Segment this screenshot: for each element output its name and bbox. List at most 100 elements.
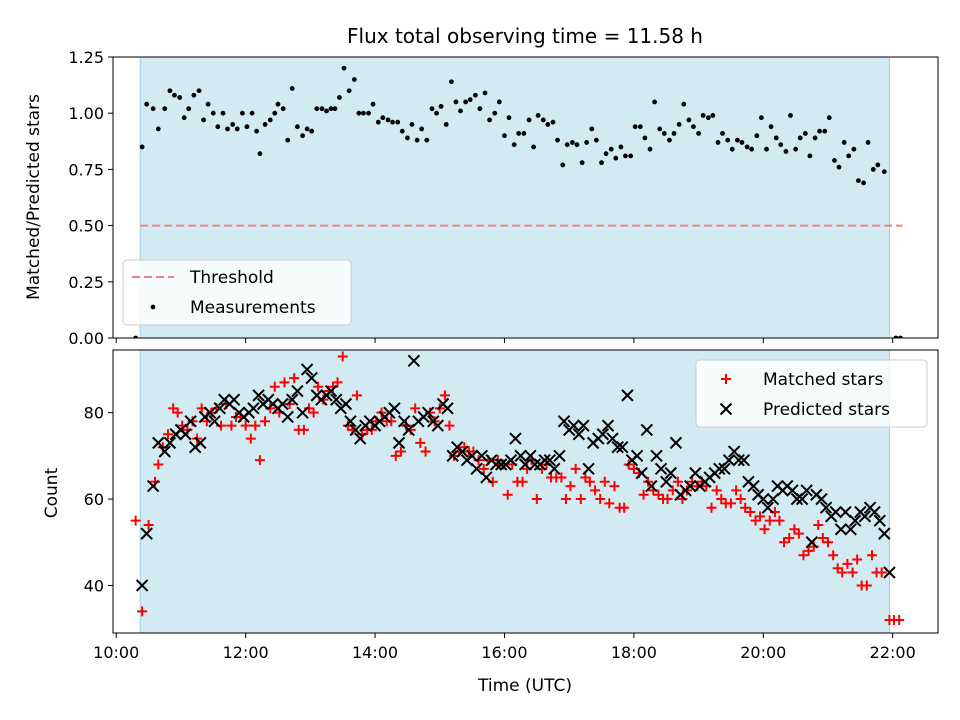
measurement-point — [861, 180, 866, 186]
measurement-point — [285, 137, 291, 143]
predicted-star-point — [873, 514, 886, 527]
measurement-point — [162, 106, 168, 112]
measurement-point — [574, 142, 580, 148]
predicted-star-point — [146, 479, 160, 493]
x-tick-label: 20:00 — [740, 643, 786, 662]
matched-star-point — [444, 420, 455, 431]
matched-star-point — [837, 567, 848, 578]
predicted-star-point — [858, 510, 872, 523]
measurement-point — [632, 124, 638, 130]
measurement-point — [366, 110, 371, 116]
predicted-star-point — [330, 393, 343, 406]
legend-matched-label: Matched stars — [763, 370, 883, 390]
x-tick-label: 14:00 — [352, 643, 398, 662]
predicted-star-point — [213, 402, 226, 415]
measurement-point — [405, 135, 410, 141]
measurement-point — [846, 153, 852, 159]
predicted-star-point — [276, 397, 289, 411]
measurement-point — [749, 146, 755, 152]
measurement-point — [686, 117, 692, 123]
predicted-star-point — [339, 397, 353, 411]
measurement-point — [272, 110, 278, 116]
top-series-0 — [133, 65, 903, 338]
measurement-point — [186, 106, 192, 112]
measurement-point — [832, 158, 837, 163]
predicted-star-point — [402, 423, 415, 437]
measurement-point — [851, 146, 857, 152]
predicted-star-point — [353, 432, 367, 445]
measurement-point — [856, 178, 861, 184]
matched-star-point — [337, 351, 348, 362]
measurement-point — [467, 97, 473, 103]
predicted-star-point — [281, 410, 294, 424]
matched-star-point — [390, 450, 401, 461]
predicted-star-point — [305, 371, 318, 385]
predicted-star-point — [158, 445, 171, 458]
measurement-point — [647, 146, 653, 152]
bottom-plot-area — [130, 351, 905, 626]
measurement-point — [332, 106, 338, 112]
measurement-point — [696, 131, 701, 136]
measurement-point — [807, 153, 813, 159]
predicted-star-point — [790, 492, 804, 506]
predicted-star-point — [388, 402, 401, 415]
matched-star-point — [560, 494, 571, 505]
matched-star-point — [823, 537, 833, 548]
matched-star-point — [284, 399, 295, 410]
matched-star-point — [852, 554, 863, 565]
top-legend: Threshold Measurements — [122, 259, 352, 326]
top-legend-box — [122, 259, 352, 326]
predicted-star-point — [344, 415, 357, 428]
matched-star-point — [755, 511, 766, 522]
measurement-point — [516, 131, 522, 136]
matched-star-point — [774, 515, 785, 526]
measurement-point — [637, 124, 643, 130]
measurement-point — [267, 117, 273, 123]
measurement-point — [817, 128, 822, 134]
x-tick-label: 10:00 — [93, 643, 139, 662]
measurement-point — [196, 88, 202, 94]
measurement-point — [735, 137, 740, 143]
measurement-point — [304, 126, 310, 132]
matched-star-point — [764, 515, 775, 526]
measurement-point — [337, 95, 342, 100]
measurement-point — [458, 108, 463, 114]
measurement-point — [351, 77, 357, 82]
predicted-star-point — [800, 484, 813, 497]
predicted-star-point — [654, 462, 668, 476]
predicted-star-point — [296, 406, 309, 419]
measurement-point — [181, 115, 187, 121]
measurement-point — [661, 131, 667, 136]
matched-star-point — [798, 550, 809, 561]
measurement-point — [865, 140, 871, 145]
predicted-star-point — [495, 458, 508, 471]
matched-star-point — [662, 494, 673, 505]
matched-star-point — [332, 377, 343, 388]
measurement-point — [409, 122, 415, 127]
measurement-point — [167, 88, 173, 94]
measurement-point — [599, 160, 604, 166]
matched-star-point — [308, 407, 319, 418]
measurement-point — [540, 117, 546, 123]
measurement-point — [133, 335, 139, 338]
measurement-point — [710, 113, 716, 118]
predicted-star-point — [839, 505, 852, 519]
predicted-star-point — [645, 479, 658, 493]
matched-star-point — [415, 437, 426, 448]
bottom-legend-box — [695, 359, 928, 428]
measurement-point — [584, 140, 590, 145]
predicted-star-point — [543, 453, 556, 467]
predicted-star-point — [465, 449, 479, 463]
matched-star-point — [590, 485, 601, 496]
measurement-point — [812, 135, 818, 141]
x-tick-label: 22:00 — [870, 643, 916, 662]
measurement-point — [496, 99, 502, 105]
measurement-point — [249, 110, 255, 116]
measurement-point — [172, 92, 177, 98]
measurement-point — [608, 146, 614, 152]
top-axes-frame — [112, 56, 939, 339]
measurement-point — [139, 144, 145, 150]
predicted-star-point — [732, 453, 745, 467]
measurement-point — [414, 137, 420, 143]
